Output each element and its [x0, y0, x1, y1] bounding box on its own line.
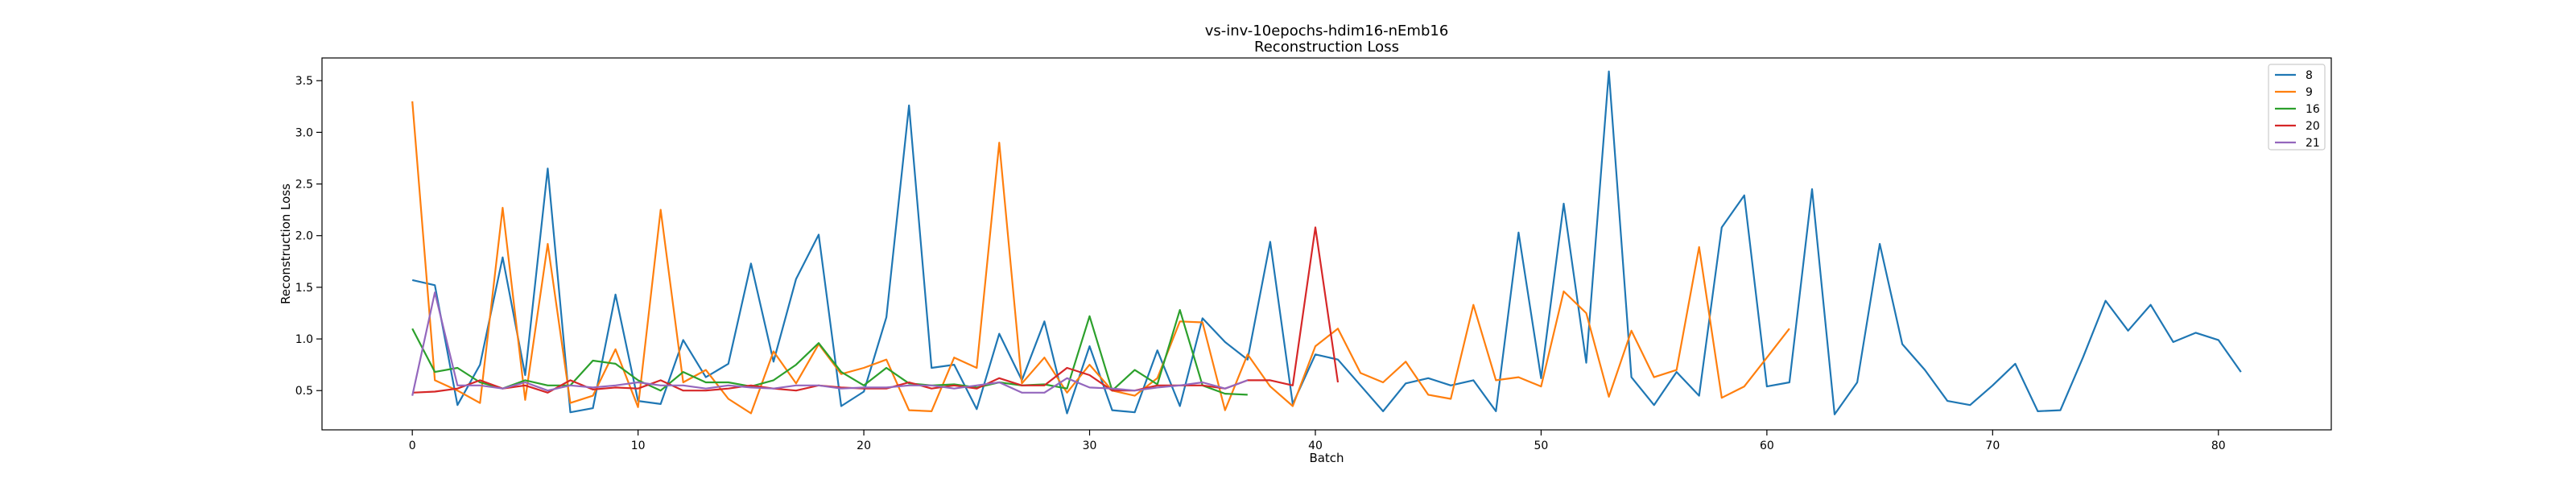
y-tick-label: 2.0 [295, 230, 313, 243]
y-axis-label: Reconstruction Loss [279, 184, 293, 304]
legend-label-16: 16 [2306, 103, 2320, 116]
y-tick-label: 3.0 [295, 126, 313, 139]
series-line-8 [411, 70, 2242, 415]
legend-items: 8 9 16 20 21 [2275, 69, 2320, 150]
x-tick-label: 80 [2211, 440, 2226, 452]
chart-legend: 8 9 16 20 21 [2268, 64, 2326, 151]
y-tick-label: 0.5 [295, 385, 313, 398]
x-tick-label: 50 [1534, 440, 1549, 452]
series-line-9 [411, 101, 1790, 415]
y-axis-ticks: 0.5 1.0 1.5 2.0 2.5 3.0 3.5 [295, 75, 322, 398]
x-tick-label: 20 [857, 440, 871, 452]
chart-title: vs-inv-10epochs-hdim16-nEmb16 [1205, 23, 1449, 39]
plot-area: 0 10 20 30 40 50 60 70 80 0.5 1.0 1.5 2.0 2.5 3.0 3.5 [295, 57, 2332, 452]
x-tick-label: 30 [1083, 440, 1097, 452]
chart-subtitle: Reconstruction Loss [1254, 39, 1399, 56]
legend-label-8: 8 [2306, 69, 2313, 82]
y-tick-label: 2.5 [295, 179, 313, 192]
legend-box [2268, 64, 2326, 151]
y-tick-label: 3.5 [295, 75, 313, 88]
legend-label-9: 9 [2306, 86, 2313, 99]
x-axis-ticks: 0 10 20 30 40 50 60 70 80 [409, 430, 2226, 452]
x-axis-label: Batch [1309, 451, 1344, 465]
x-tick-label: 10 [631, 440, 646, 452]
plot-frame [321, 57, 2332, 431]
series-line-21 [411, 291, 1249, 396]
y-tick-label: 1.5 [295, 282, 313, 295]
series-line-16 [411, 309, 1248, 396]
legend-label-20: 20 [2306, 120, 2320, 133]
legend-label-21: 21 [2306, 137, 2320, 150]
series-layer [411, 70, 2242, 415]
x-tick-label: 40 [1308, 440, 1323, 452]
x-tick-label: 0 [409, 440, 416, 452]
y-tick-label: 1.0 [295, 333, 313, 346]
x-tick-label: 70 [1985, 440, 2000, 452]
x-tick-label: 60 [1760, 440, 1774, 452]
